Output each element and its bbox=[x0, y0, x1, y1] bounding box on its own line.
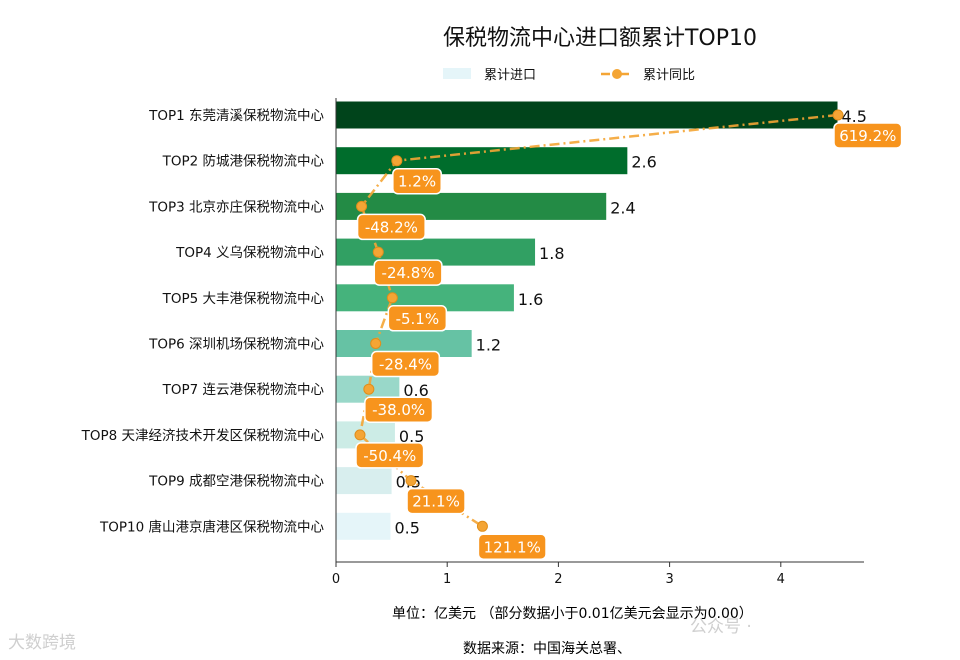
growth-label-text: -28.4% bbox=[379, 356, 432, 374]
growth-label-box bbox=[364, 396, 434, 423]
growth-point bbox=[363, 383, 375, 395]
legend-swatch-marker bbox=[612, 69, 622, 79]
x-tick-label: 3 bbox=[665, 572, 673, 587]
legend: 累计进口 累计同比 bbox=[443, 68, 695, 83]
x-tick-label: 2 bbox=[554, 572, 562, 587]
x-tick-label: 0 bbox=[332, 572, 340, 587]
growth-point bbox=[356, 200, 368, 212]
bar bbox=[336, 101, 838, 129]
bar-value-label: 0.6 bbox=[403, 381, 428, 400]
growth-label-box bbox=[373, 259, 443, 286]
growth-label-text: -24.8% bbox=[382, 264, 435, 282]
legend-label-line: 累计同比 bbox=[643, 68, 695, 83]
watermark-left: 大数跨境 bbox=[8, 633, 76, 653]
bar bbox=[336, 512, 391, 540]
growth-label-text: 21.1% bbox=[412, 493, 460, 511]
legend-label-bar: 累计进口 bbox=[484, 68, 536, 83]
growth-label: -28.4% bbox=[370, 350, 441, 378]
growth-label-text: -38.0% bbox=[372, 401, 425, 419]
growth-label: -50.4% bbox=[355, 442, 425, 469]
growth-point bbox=[405, 475, 417, 487]
growth-label: 21.1% bbox=[406, 487, 466, 515]
legend-swatch-bar bbox=[443, 68, 471, 79]
category-label: TOP10 唐山港京唐港区保税物流中心 bbox=[99, 518, 324, 535]
bar-value-label: 0.5 bbox=[399, 427, 424, 446]
growth-label-box bbox=[370, 350, 441, 378]
growth-label: -38.0% bbox=[364, 396, 434, 423]
growth-label-text: 121.1% bbox=[484, 538, 541, 556]
growth-label-text: 619.2% bbox=[839, 127, 896, 145]
growth-label: 619.2% bbox=[833, 122, 903, 149]
growth-label: 121.1% bbox=[477, 533, 547, 561]
growth-label: -24.8% bbox=[373, 259, 443, 286]
bar-value-label: 4.5 bbox=[842, 107, 867, 126]
category-label: TOP1 东莞清溪保税物流中心 bbox=[148, 108, 324, 124]
growth-label-text: -48.2% bbox=[365, 218, 418, 236]
category-label: TOP9 成都空港保税物流中心 bbox=[148, 474, 324, 490]
plot-area: TOP1 东莞清溪保税物流中心 4.5 TOP2 防城港保税物流中心 2.6 TOP3 … bbox=[81, 98, 903, 587]
x-tick-label: 4 bbox=[777, 572, 785, 587]
category-label: TOP2 防城港保税物流中心 bbox=[162, 154, 325, 170]
growth-label-box bbox=[355, 442, 425, 469]
category-label: TOP8 天津经济技术开发区保税物流中心 bbox=[81, 428, 325, 444]
growth-label-box bbox=[356, 213, 426, 241]
bar bbox=[336, 467, 392, 495]
growth-point bbox=[386, 292, 398, 304]
category-label: TOP4 义乌保税物流中心 bbox=[175, 245, 324, 261]
category-label: TOP5 大丰港保税物流中心 bbox=[162, 291, 325, 307]
growth-label-text: 1.2% bbox=[398, 173, 436, 191]
bar-value-label: 2.4 bbox=[610, 198, 635, 217]
growth-point bbox=[391, 155, 403, 167]
category-label: TOP3 北京亦庄保税物流中心 bbox=[148, 198, 324, 215]
growth-label-text: -5.1% bbox=[396, 310, 440, 328]
growth-point bbox=[476, 520, 488, 532]
category-label: TOP7 连云港保税物流中心 bbox=[162, 382, 325, 398]
growth-point bbox=[832, 109, 844, 121]
growth-label-box bbox=[833, 122, 903, 149]
growth-label-text: -50.4% bbox=[363, 447, 416, 465]
growth-label: 1.2% bbox=[392, 167, 442, 195]
category-label: TOP6 深圳机场保税物流中心 bbox=[148, 337, 324, 353]
growth-point bbox=[354, 429, 366, 441]
bar-value-label: 0.5 bbox=[394, 518, 419, 537]
source-note: 数据来源：中国海关总署、 bbox=[463, 641, 631, 657]
bar-value-label: 1.6 bbox=[518, 290, 543, 309]
growth-label-box bbox=[387, 305, 448, 332]
growth-label: -5.1% bbox=[387, 305, 448, 332]
bar-value-label: 2.6 bbox=[631, 153, 656, 172]
growth-label-box bbox=[406, 487, 466, 515]
growth-point bbox=[372, 246, 384, 258]
watermark-right: 公众号 · bbox=[690, 617, 752, 637]
bar-value-label: 1.8 bbox=[539, 244, 564, 263]
bar-value-label: 1.2 bbox=[476, 336, 501, 355]
unit-note: 单位：亿美元 （部分数据小于0.01亿美元会显示为0.00） bbox=[392, 606, 753, 622]
growth-line bbox=[358, 113, 839, 528]
chart-title: 保税物流中心进口额累计TOP10 bbox=[443, 26, 757, 51]
growth-point bbox=[370, 338, 382, 349]
x-tick-label: 1 bbox=[443, 572, 451, 587]
bar bbox=[336, 147, 628, 175]
growth-label-box bbox=[477, 533, 547, 561]
growth-label-box bbox=[392, 167, 442, 195]
growth-label: -48.2% bbox=[356, 213, 426, 241]
